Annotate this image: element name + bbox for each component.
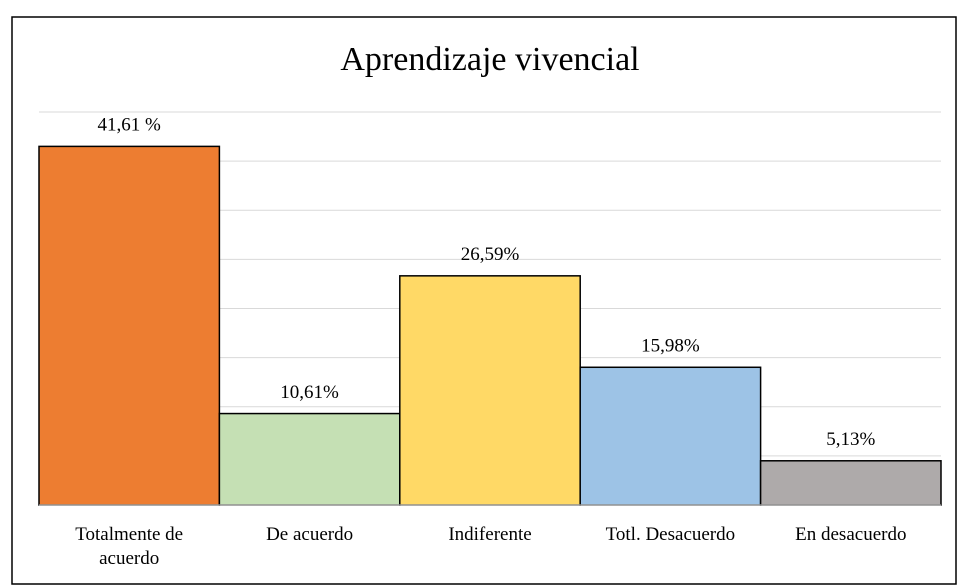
bar — [579, 366, 762, 506]
bar — [759, 460, 942, 506]
x-tick-label: Indiferente — [448, 524, 532, 545]
data-label: 26,59% — [461, 244, 520, 265]
x-tick-label: Totl. Desacuerdo — [605, 524, 736, 545]
bar — [399, 275, 581, 506]
data-label: 15,98% — [641, 336, 700, 357]
x-tick-label: Totalmente de acuerdo — [75, 524, 184, 569]
x-tick-label: En desacuerdo — [795, 524, 907, 545]
x-tick-label: De acuerdo — [266, 524, 354, 545]
bar — [218, 412, 401, 506]
data-label: 41,61 % — [98, 115, 162, 136]
chart-title: Aprendizaje vivencial — [340, 41, 639, 78]
data-label: 5,13% — [826, 429, 875, 450]
data-label: 10,61% — [280, 382, 339, 403]
bar — [38, 145, 221, 506]
